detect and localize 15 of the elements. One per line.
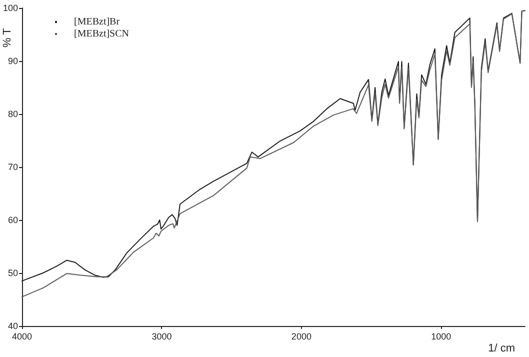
y-tick-label: 40	[8, 321, 18, 331]
x-axis-title: 1/ cm	[488, 342, 516, 354]
y-axis-title: % T	[2, 28, 14, 48]
y-tick-label: 90	[8, 56, 18, 66]
y-tick-label: 60	[8, 215, 18, 225]
x-tick-label: 3000	[152, 332, 172, 342]
x-tick-label: 1000	[431, 332, 452, 342]
x-tick-label: 2000	[291, 332, 312, 342]
y-tick-label: 100	[2, 3, 18, 13]
y-tick-label: 50	[8, 268, 18, 278]
legend-label: [MEBzt]Br	[74, 16, 120, 28]
y-tick-label: 70	[8, 162, 18, 172]
legend-label: [MEBzt]SCN	[74, 28, 129, 40]
y-tick-label: 80	[8, 109, 18, 119]
x-tick-label: 4000	[12, 332, 32, 342]
